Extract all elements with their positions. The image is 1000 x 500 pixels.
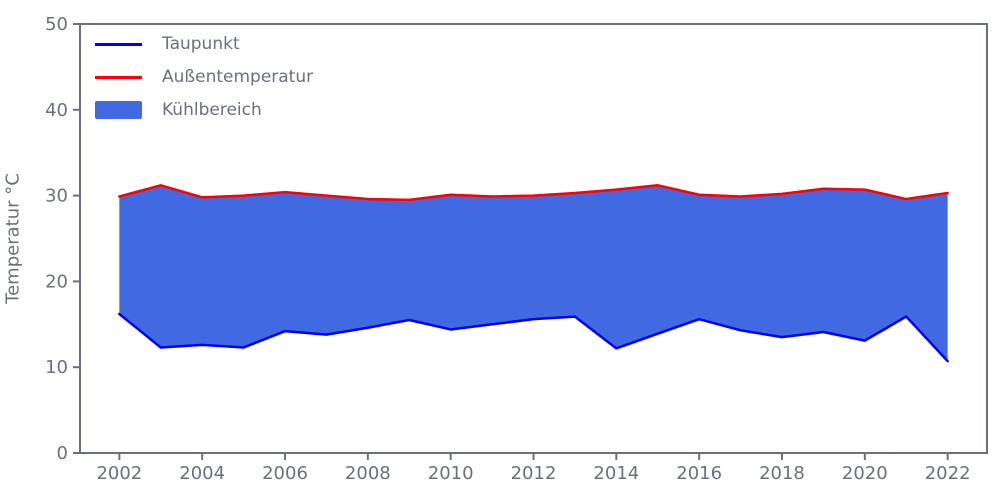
x-tick-label: 2010 xyxy=(428,463,474,484)
aussentemperatur-line-swatch xyxy=(95,75,142,79)
y-tick-label: 40 xyxy=(45,100,68,121)
legend-label-kuehlbereich: Kühlbereich xyxy=(162,100,262,120)
y-tick-label: 30 xyxy=(45,186,68,207)
y-tick-label: 50 xyxy=(45,14,68,35)
legend-item-kuehlbereich: Kühlbereich xyxy=(95,99,313,121)
y-tick-label: 10 xyxy=(45,357,68,378)
y-tick-label: 0 xyxy=(57,443,68,464)
y-tick-label: 20 xyxy=(45,271,68,292)
legend-label-taupunkt: Taupunkt xyxy=(162,34,240,54)
x-tick-label: 2008 xyxy=(345,463,391,484)
x-tick-label: 2022 xyxy=(925,463,971,484)
legend-label-aussentemperatur: Außentemperatur xyxy=(162,67,314,87)
kuehlbereich-area xyxy=(119,185,948,362)
x-tick-label: 2014 xyxy=(593,463,639,484)
x-tick-label: 2018 xyxy=(759,463,805,484)
x-tick-label: 2020 xyxy=(842,463,888,484)
legend-item-taupunkt: Taupunkt xyxy=(95,33,313,55)
x-tick-label: 2006 xyxy=(262,463,308,484)
taupunkt-line xyxy=(118,312,949,363)
legend-item-aussentemperatur: Außentemperatur xyxy=(95,66,313,88)
taupunkt-line-swatch xyxy=(95,42,142,46)
kuehlbereich-area-swatch xyxy=(95,101,142,119)
aussentemperatur-line xyxy=(118,184,949,202)
x-tick-label: 2012 xyxy=(511,463,557,484)
x-tick-label: 2016 xyxy=(676,463,722,484)
x-tick-label: 2004 xyxy=(179,463,225,484)
legend: Taupunkt Außentemperatur Kühlbereich xyxy=(95,33,313,121)
y-axis-label: Temperatur °C xyxy=(2,173,24,304)
x-tick-label: 2002 xyxy=(96,463,142,484)
